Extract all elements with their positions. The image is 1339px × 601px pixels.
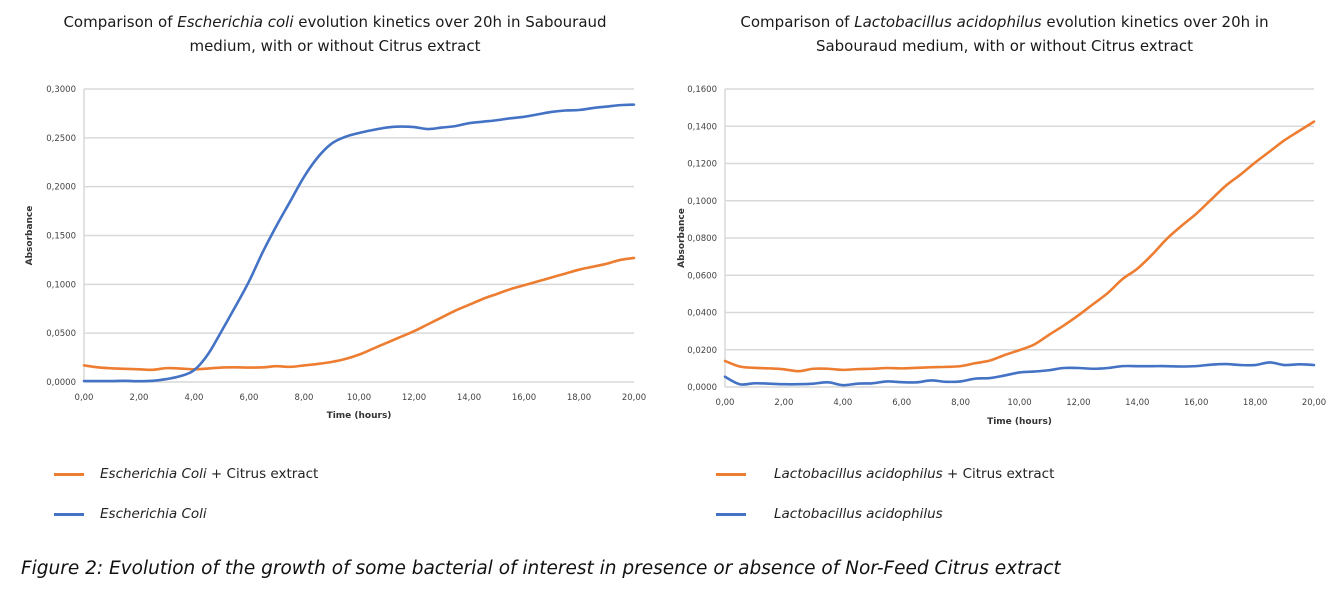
title-line2: Sabouraud medium, with or without Citrus… <box>815 37 1194 55</box>
legend-suffix: + Citrus extract <box>942 466 1055 482</box>
y-tick-label: 0,2500 <box>46 134 76 144</box>
legend-label: Lactobacillus acidophilus + Citrus extra… <box>774 466 1054 482</box>
x-tick-label: 18,00 <box>1243 398 1267 408</box>
legend-species: Lactobacillus acidophilus <box>774 506 943 522</box>
legend-species: Escherichia Coli <box>100 506 207 522</box>
series-control <box>723 361 1316 387</box>
y-tick-label: 0,0400 <box>687 309 717 319</box>
x-tick-label: 14,00 <box>457 393 481 403</box>
chart-panel-lactobacillus: Comparison of Lactobacillus acidophilus … <box>670 0 1339 540</box>
x-tick-label: 16,00 <box>1184 398 1208 408</box>
title-suffix: evolution kinetics over 20h in Sabouraud <box>293 13 607 31</box>
legend-swatch-blue <box>54 512 84 516</box>
series-line <box>723 361 1316 387</box>
y-tick-label: 0,1000 <box>46 280 76 290</box>
x-tick-label: 6,00 <box>240 393 259 403</box>
x-tick-label: 0,00 <box>716 398 735 408</box>
y-tick-label: 0,0000 <box>46 378 76 388</box>
y-axis-title: Absorbance <box>25 206 35 266</box>
x-tick-label: 8,00 <box>295 393 314 403</box>
chart-title: Comparison of Lactobacillus acidophilus … <box>670 10 1339 58</box>
x-tick-label: 12,00 <box>1066 398 1090 408</box>
y-tick-label: 0,1600 <box>687 85 717 95</box>
legend-label: Lactobacillus acidophilus <box>774 506 943 522</box>
x-tick-label: 2,00 <box>774 398 793 408</box>
x-tick-label: 12,00 <box>402 393 426 403</box>
chart-panel-ecoli: Comparison of Escherichia coli evolution… <box>0 0 670 540</box>
legend-item-control: Lactobacillus acidophilus <box>716 506 943 522</box>
legend-label: Escherichia Coli <box>100 506 207 522</box>
line-chart-ecoli: 0,0000 0,0500 0,1000 0,1500 0,2000 0,2500 0,30… <box>25 85 646 421</box>
y-tick-label: 0,1400 <box>687 122 717 132</box>
x-tick-label: 20,00 <box>1302 398 1326 408</box>
legend-swatch-orange <box>54 472 84 476</box>
y-tick-label: 0,2000 <box>46 183 76 193</box>
legend-swatch-blue <box>716 512 746 516</box>
figure-caption: Figure 2: Evolution of the growth of som… <box>21 558 1061 579</box>
x-tick-label: 8,00 <box>951 398 970 408</box>
legend-species: Lactobacillus acidophilus <box>774 466 943 482</box>
title-suffix: evolution kinetics over 20h in <box>1041 13 1269 31</box>
legend-species: Escherichia Coli <box>100 466 207 482</box>
title-prefix: Comparison of <box>63 13 178 31</box>
gridlines <box>84 88 634 383</box>
y-tick-label: 0,3000 <box>46 85 76 95</box>
legend-suffix: + Citrus extract <box>206 466 319 482</box>
x-tick-label: 4,00 <box>833 398 852 408</box>
y-tick-label: 0,0600 <box>687 271 717 281</box>
y-tick-label: 0,1200 <box>687 160 717 170</box>
title-species: Escherichia coli <box>177 13 294 31</box>
x-tick-label: 6,00 <box>892 398 911 408</box>
series-citrus <box>82 256 636 372</box>
x-tick-label: 4,00 <box>185 393 204 403</box>
x-tick-label: 10,00 <box>1007 398 1031 408</box>
x-tick-label: 14,00 <box>1125 398 1149 408</box>
series-citrus <box>723 120 1316 373</box>
chart-title: Comparison of Escherichia coli evolution… <box>0 10 670 58</box>
legend-item-citrus: Lactobacillus acidophilus + Citrus extra… <box>716 466 1054 482</box>
x-tick-label: 16,00 <box>512 393 536 403</box>
title-line2: medium, with or without Citrus extract <box>189 37 481 55</box>
y-axis-title: Absorbance <box>677 208 687 268</box>
series-line <box>82 256 636 372</box>
title-species: Lactobacillus acidophilus <box>854 13 1042 31</box>
title-prefix: Comparison of <box>740 13 855 31</box>
y-tick-label: 0,1000 <box>687 197 717 207</box>
y-tick-label: 0,1500 <box>46 232 76 242</box>
line-chart-lactobacillus: 0,0000 0,0200 0,0400 0,0600 0,0800 0,1000 0,12… <box>677 85 1326 427</box>
gridlines <box>725 88 1314 388</box>
legend-swatch-orange <box>716 472 746 476</box>
legend-item-control: Escherichia Coli <box>54 506 207 522</box>
y-tick-label: 0,0500 <box>46 329 76 339</box>
series-line <box>723 120 1316 373</box>
y-tick-label: 0,0800 <box>687 234 717 244</box>
series-control <box>82 103 636 383</box>
series-line <box>82 103 636 383</box>
legend-label: Escherichia Coli + Citrus extract <box>100 466 318 482</box>
legend-item-citrus: Escherichia Coli + Citrus extract <box>54 466 318 482</box>
x-axis-title: Time (hours) <box>987 417 1052 427</box>
x-tick-label: 2,00 <box>130 393 149 403</box>
x-axis-title: Time (hours) <box>327 411 392 421</box>
x-tick-label: 20,00 <box>622 393 646 403</box>
x-tick-label: 18,00 <box>567 393 591 403</box>
y-tick-label: 0,0200 <box>687 346 717 356</box>
y-tick-label: 0,0000 <box>687 383 717 393</box>
x-tick-label: 0,00 <box>75 393 94 403</box>
x-tick-label: 10,00 <box>347 393 371 403</box>
